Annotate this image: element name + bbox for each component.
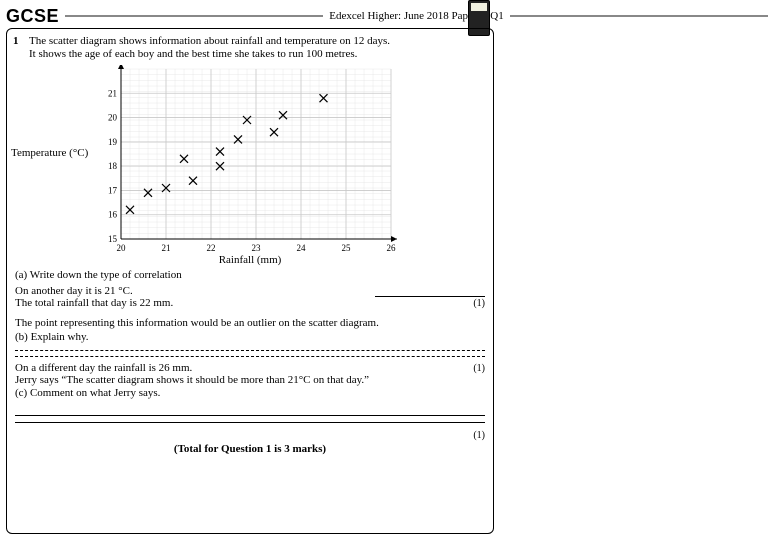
other-day-1: On another day it is 21 °C.	[15, 285, 133, 297]
header-bar: GCSE Edexcel Higher: June 2018 Paper 3, …	[6, 4, 774, 28]
answer-blank-a	[375, 287, 485, 297]
part-a-row: (a) Write down the type of correlation	[15, 269, 485, 283]
question-box: 1 The scatter diagram shows information …	[6, 28, 494, 534]
svg-text:22: 22	[207, 243, 216, 253]
part-a-answer-row: On another day it is 21 °C. The total ra…	[15, 285, 485, 309]
svg-text:15: 15	[108, 234, 118, 244]
answer-line-c2	[15, 422, 485, 423]
part-a-answer: (1)	[375, 285, 485, 309]
answer-line-b1	[15, 350, 485, 351]
scatter-svg: 20 21 22 23 24 25 26 15 16 17 18 19 20 21	[97, 65, 397, 257]
svg-text:18: 18	[108, 162, 118, 172]
svg-text:26: 26	[387, 243, 397, 253]
svg-text:20: 20	[108, 113, 118, 123]
svg-text:23: 23	[252, 243, 262, 253]
part-a-text: (a) Write down the type of correlation	[15, 269, 182, 281]
jerry-text: Jerry says “The scatter diagram shows it…	[15, 374, 369, 386]
y-axis-label: Temperature (°C)	[11, 147, 88, 159]
gcse-label: GCSE	[6, 6, 59, 27]
part-b-text: (b) Explain why.	[15, 331, 89, 343]
other-day-2: The total rainfall that day is 22 mm.	[15, 297, 173, 309]
header-rule-right	[510, 15, 768, 17]
outlier-block: The point representing this information …	[15, 317, 485, 345]
marks-c-row: (1)	[15, 429, 485, 441]
question-intro: The scatter diagram shows information ab…	[29, 35, 485, 61]
question-number: 1	[13, 35, 19, 47]
svg-text:24: 24	[297, 243, 307, 253]
answer-line-c1	[15, 415, 485, 416]
other-day-block: On another day it is 21 °C. The total ra…	[15, 285, 173, 309]
part-c-text: (c) Comment on what Jerry says.	[15, 387, 160, 399]
scatter-chart: Temperature (°C) 20212223242526151617181…	[15, 65, 485, 265]
marks-a: (1)	[473, 298, 485, 309]
marks-c: (1)	[473, 430, 485, 441]
intro-line-1: The scatter diagram shows information ab…	[29, 35, 390, 47]
intro-line-2: It shows the age of each boy and the bes…	[29, 48, 357, 60]
marks-b: (1)	[473, 363, 485, 374]
part-c-block: Jerry says “The scatter diagram shows it…	[15, 374, 485, 402]
svg-text:25: 25	[342, 243, 352, 253]
outlier-text: The point representing this information …	[15, 317, 379, 329]
diff-day: On a different day the rainfall is 26 mm…	[15, 362, 192, 374]
svg-text:17: 17	[108, 186, 118, 196]
svg-text:20: 20	[117, 243, 127, 253]
answer-line-b2	[15, 356, 485, 357]
header-rule-left	[65, 15, 323, 17]
svg-text:21: 21	[162, 243, 171, 253]
x-axis-label: Rainfall (mm)	[15, 254, 485, 266]
diff-day-block: On a different day the rainfall is 26 mm…	[15, 362, 192, 374]
part-b-mark-row: On a different day the rainfall is 26 mm…	[15, 362, 485, 374]
svg-text:16: 16	[108, 210, 118, 220]
total-marks: (Total for Question 1 is 3 marks)	[15, 443, 485, 455]
svg-text:19: 19	[108, 137, 118, 147]
svg-text:21: 21	[108, 89, 117, 99]
